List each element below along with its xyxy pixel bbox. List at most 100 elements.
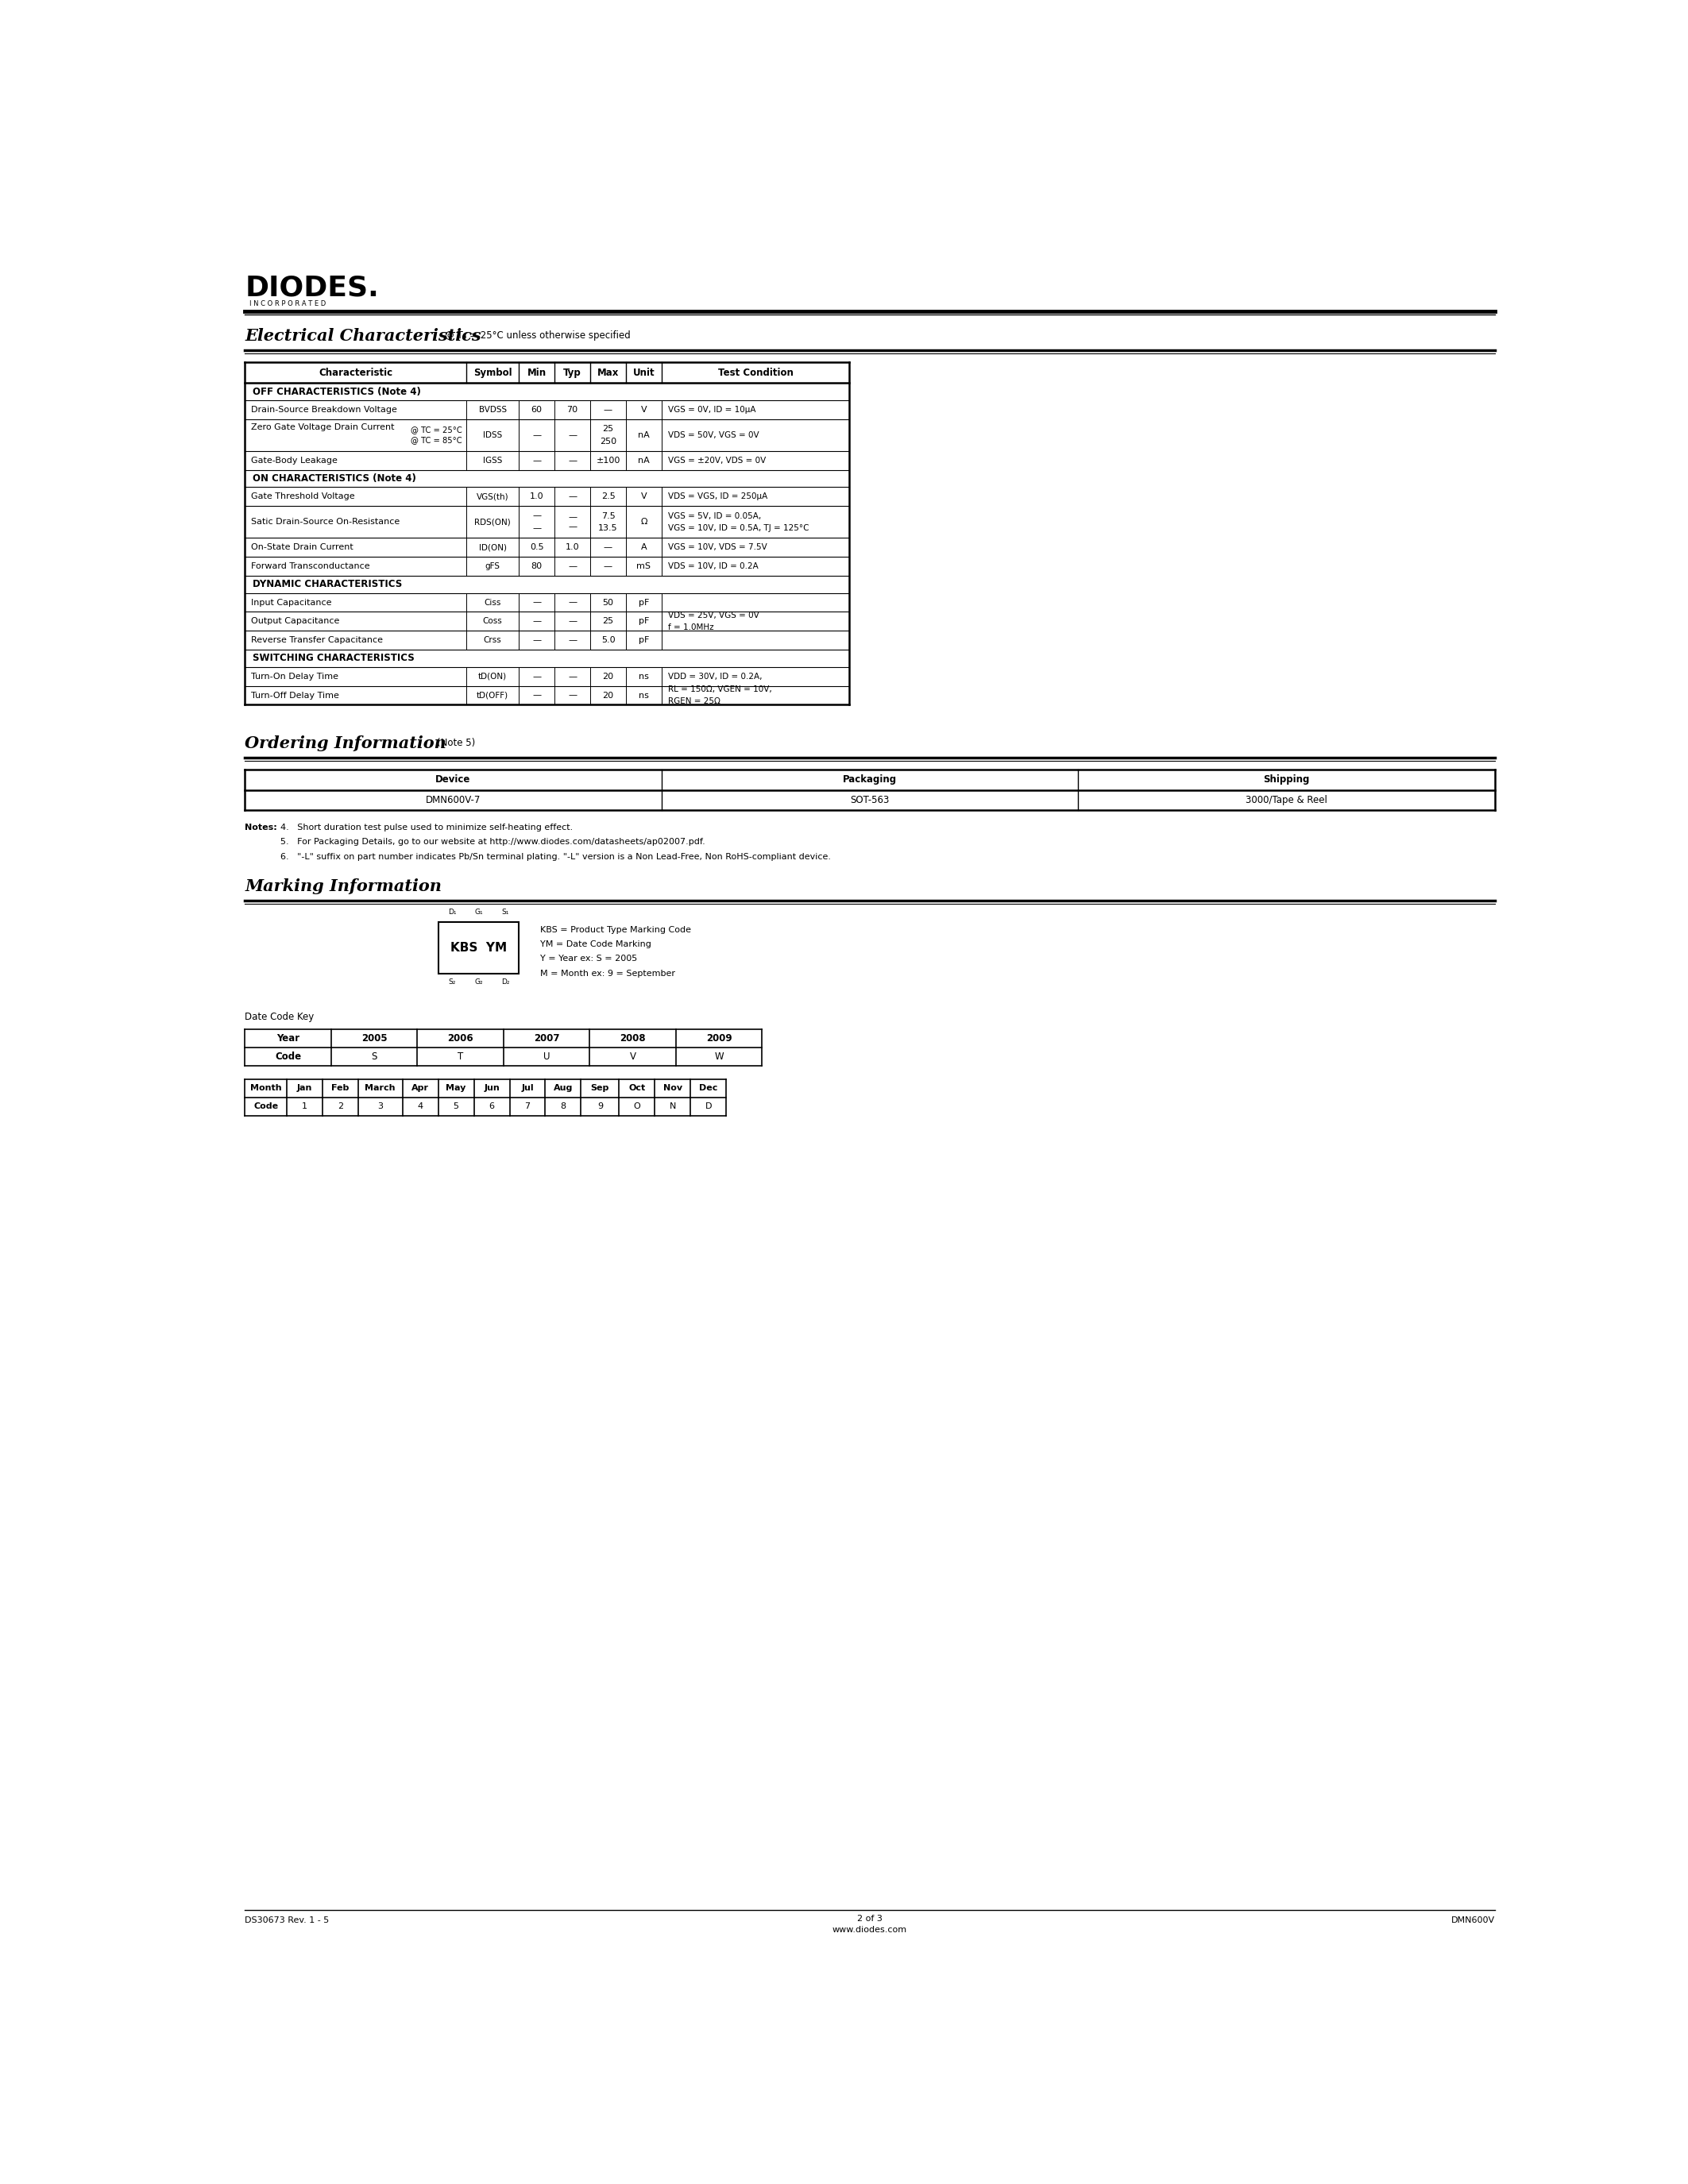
Text: Coss: Coss [483,618,503,625]
Text: —: — [604,561,613,570]
Text: 13.5: 13.5 [598,524,618,533]
Text: VGS = 10V, ID = 0.5A, TJ = 125°C: VGS = 10V, ID = 0.5A, TJ = 125°C [668,524,809,533]
Text: mS: mS [636,561,652,570]
Text: —
—: — — [567,513,577,531]
Text: Drain-Source Breakdown Voltage: Drain-Source Breakdown Voltage [252,406,397,413]
Text: Feb: Feb [331,1083,349,1092]
Text: 2: 2 [338,1103,343,1109]
Text: 5: 5 [454,1103,459,1109]
Text: Device: Device [436,775,471,784]
Text: 50: 50 [603,598,614,607]
Text: G₁: G₁ [474,909,483,915]
Text: ON CHARACTERISTICS (Note 4): ON CHARACTERISTICS (Note 4) [252,474,415,483]
Text: pF: pF [638,598,650,607]
Text: DMN600V-7: DMN600V-7 [425,795,481,806]
Text: 3: 3 [378,1103,383,1109]
Text: Max: Max [598,367,619,378]
Text: 1.0: 1.0 [530,494,544,500]
Text: 60: 60 [532,406,542,413]
Text: On-State Drain Current: On-State Drain Current [252,544,353,550]
Text: pF: pF [638,618,650,625]
Text: Unit: Unit [633,367,655,378]
Text: @ TC = 85°C: @ TC = 85°C [410,437,463,443]
Text: Reverse Transfer Capacitance: Reverse Transfer Capacitance [252,636,383,644]
Text: (Note 5): (Note 5) [437,738,476,749]
Text: Turn-On Delay Time: Turn-On Delay Time [252,673,338,681]
Text: SWITCHING CHARACTERISTICS: SWITCHING CHARACTERISTICS [252,653,414,664]
Text: 0.5: 0.5 [530,544,544,550]
Text: —: — [567,456,577,465]
Text: W: W [714,1051,724,1061]
Text: DYNAMIC CHARACTERISTICS: DYNAMIC CHARACTERISTICS [252,579,402,590]
Text: —: — [604,544,613,550]
Text: VGS = 0V, ID = 10μA: VGS = 0V, ID = 10μA [668,406,756,413]
Text: —: — [567,430,577,439]
Text: 2008: 2008 [619,1033,645,1044]
Text: VDS = 50V, VGS = 0V: VDS = 50V, VGS = 0V [668,430,760,439]
Text: tD(ON): tD(ON) [478,673,506,681]
Text: pF: pF [638,636,650,644]
Text: www.diodes.com: www.diodes.com [832,1926,906,1935]
Text: Nov: Nov [663,1083,682,1092]
Text: Min: Min [527,367,547,378]
Text: 25: 25 [603,618,614,625]
Text: —: — [532,430,542,439]
Text: 250: 250 [599,437,616,446]
Text: KBS  YM: KBS YM [451,941,506,954]
Text: V: V [641,494,647,500]
Text: OFF CHARACTERISTICS (Note 4): OFF CHARACTERISTICS (Note 4) [252,387,420,397]
Text: VGS = 10V, VDS = 7.5V: VGS = 10V, VDS = 7.5V [668,544,766,550]
Text: D₁: D₁ [447,909,456,915]
Text: DIODES.: DIODES. [245,275,378,301]
Text: Test Condition: Test Condition [717,367,793,378]
Text: D₂: D₂ [501,978,510,985]
Text: Year: Year [277,1033,299,1044]
Text: S: S [371,1051,376,1061]
Text: —: — [567,598,577,607]
Text: Apr: Apr [412,1083,429,1092]
Text: 8: 8 [560,1103,565,1109]
Text: D: D [706,1103,712,1109]
Text: T: T [457,1051,463,1061]
Text: gFS: gFS [484,561,500,570]
Text: IDSS: IDSS [483,430,503,439]
Text: O: O [633,1103,640,1109]
Text: RL = 150Ω, VGEN = 10V,: RL = 150Ω, VGEN = 10V, [668,686,771,692]
Text: DMN600V: DMN600V [1450,1915,1494,1924]
Text: 2006: 2006 [447,1033,473,1044]
Text: V: V [641,406,647,413]
Text: —: — [567,636,577,644]
Text: —: — [532,618,542,625]
Text: —: — [532,673,542,681]
Text: 2007: 2007 [533,1033,559,1044]
Text: Typ: Typ [564,367,581,378]
Bar [439,922,518,974]
Text: ID(ON): ID(ON) [479,544,506,550]
Text: S₂: S₂ [449,978,456,985]
Text: ns: ns [638,692,648,699]
Text: 4.   Short duration test pulse used to minimize self-heating effect.: 4. Short duration test pulse used to min… [280,823,574,832]
Text: Gate-Body Leakage: Gate-Body Leakage [252,456,338,465]
Text: N: N [670,1103,677,1109]
Text: Jul: Jul [522,1083,533,1092]
Text: —: — [567,692,577,699]
Text: —: — [532,692,542,699]
Text: Satic Drain-Source On-Resistance: Satic Drain-Source On-Resistance [252,518,400,526]
Text: VDS = VGS, ID = 250μA: VDS = VGS, ID = 250μA [668,494,768,500]
Text: Forward Transconductance: Forward Transconductance [252,561,370,570]
Text: —: — [532,511,542,520]
Text: —: — [567,494,577,500]
Text: Jan: Jan [297,1083,312,1092]
Text: 1.0: 1.0 [565,544,579,550]
Text: 20: 20 [603,692,614,699]
Text: Jun: Jun [484,1083,500,1092]
Text: nA: nA [638,430,650,439]
Text: Input Capacitance: Input Capacitance [252,598,331,607]
Text: Ordering Information: Ordering Information [245,736,446,751]
Text: Zero Gate Voltage Drain Current: Zero Gate Voltage Drain Current [252,424,395,432]
Text: —: — [532,598,542,607]
Text: Aug: Aug [554,1083,572,1092]
Text: 2005: 2005 [361,1033,387,1044]
Text: Oct: Oct [628,1083,645,1092]
Text: f = 1.0MHz: f = 1.0MHz [668,622,714,631]
